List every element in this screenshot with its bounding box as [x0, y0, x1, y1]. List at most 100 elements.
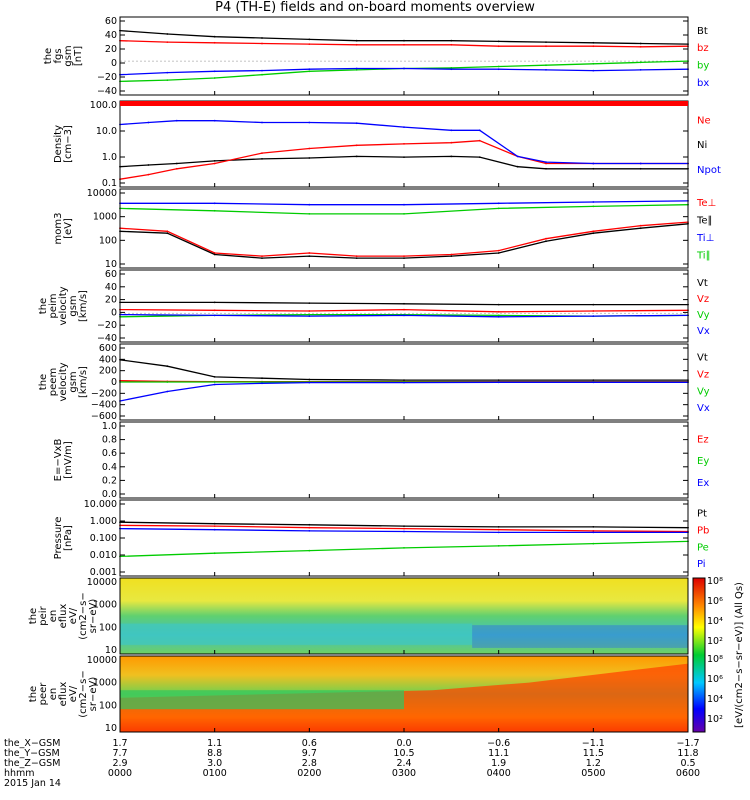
series-line-bz [119, 40, 689, 48]
data-point [355, 255, 358, 257]
x-tick-label: 0100 [203, 768, 227, 779]
data-point [213, 376, 216, 378]
y-tick-label: 0.8 [102, 435, 117, 446]
data-point [213, 301, 216, 304]
data-point [261, 257, 263, 259]
data-point [478, 129, 481, 132]
legend-Ex: Ex [697, 478, 709, 489]
data-point [545, 64, 547, 67]
legend-Vt: Vt [697, 353, 708, 364]
data-point [497, 526, 500, 528]
data-point [545, 161, 547, 164]
data-point [592, 310, 595, 312]
data-point [403, 314, 405, 317]
panel-frame [119, 269, 689, 343]
x-tick-label: 9.7 [302, 748, 317, 759]
data-point [592, 531, 595, 534]
colorbar: 10⁸ 10⁶ 10⁴ 10² 10⁸ 10⁶ 10⁴ 10² [eV/(cm2−s−sr−eV… [692, 576, 745, 733]
panel-9: the peer en eflux eV/(cm2−s− sr−eV) 10000 1000 1… [28, 655, 689, 734]
legend-Vx: Vx [697, 403, 710, 414]
panel-5: the peem velocity gsm [km/s] 6004002000−200−4… [38, 343, 710, 422]
data-point [592, 542, 595, 545]
data-point [592, 230, 595, 233]
panel-frame [119, 421, 689, 499]
data-point [213, 41, 216, 44]
x-tick-label: 0.5 [680, 758, 695, 769]
data-point [213, 77, 216, 79]
y-tick-label: 10000 [87, 655, 117, 666]
data-point [497, 381, 500, 384]
series-line-Ne [119, 140, 688, 180]
data-point [545, 162, 547, 165]
data-point [308, 381, 311, 384]
x-tick-label: 0400 [487, 768, 511, 779]
data-point [261, 37, 263, 39]
y-tick-label: 1000 [93, 678, 117, 689]
data-point [261, 69, 263, 72]
spectrogram-band [472, 625, 688, 648]
data-point [213, 552, 216, 555]
y-tick-label: 10.000 [84, 499, 117, 510]
y-tick-label: 1.0 [102, 421, 117, 432]
panel-5-ylabel: velocity [58, 362, 69, 401]
panel-1-ylabel: fgs [53, 48, 64, 63]
data-point [497, 310, 500, 313]
data-point [355, 69, 358, 71]
data-point [355, 43, 358, 46]
legend-Vx: Vx [697, 326, 710, 337]
y-tick-label: 1.0 [102, 152, 117, 163]
data-point [639, 42, 642, 45]
y-tick-label: 0 [111, 377, 117, 388]
panel-3: mom3 [eV] 10000 1000 100 10 Te⊥ Te∥ Ti⊥ Ti∥ [53, 188, 716, 270]
panel-2-ylabel: [cm−3] [63, 125, 74, 163]
x-tick-label: 0.6 [302, 738, 317, 749]
x-tick-label: −1.1 [582, 738, 605, 749]
y-tick-label: −20 [97, 320, 117, 331]
data-point [450, 255, 453, 257]
x-row-label: the_Y−GSM [4, 748, 60, 759]
panel-8-ylabel: eV/ [68, 607, 79, 624]
data-point [592, 41, 595, 44]
data-point [147, 164, 150, 166]
y-tick-label: 10 [105, 259, 117, 270]
data-point [403, 302, 405, 305]
data-point [261, 152, 263, 155]
data-point [308, 70, 311, 73]
x-tick-label: 3.0 [207, 758, 222, 769]
x-tick-label: 0000 [108, 768, 132, 779]
data-point [545, 41, 547, 43]
data-point [213, 309, 216, 312]
data-point [213, 202, 216, 205]
data-point [166, 381, 169, 383]
data-point [403, 381, 405, 384]
y-tick-label: 1.000 [90, 516, 117, 527]
y-tick-label: 0.4 [102, 462, 117, 473]
y-tick-label: 0.6 [102, 448, 117, 459]
x-tick-label: 11.5 [583, 748, 604, 759]
legend-Ez: Ez [697, 434, 709, 445]
data-point [308, 378, 311, 381]
data-point [497, 68, 500, 71]
data-point [213, 119, 216, 122]
y-tick-label: −40 [97, 333, 117, 344]
data-point [403, 547, 405, 549]
panel-4: the peim velocity gsm [km/s] 60 40 200 −20 −40 Vt V… [38, 269, 710, 344]
y-tick-label: 0.100 [90, 533, 117, 544]
y-tick-label: 0.010 [90, 550, 117, 561]
data-point [592, 530, 595, 532]
y-tick-label: 1000 [93, 600, 117, 611]
legend-Bt: Bt [697, 26, 708, 37]
data-point [403, 257, 405, 259]
data-point [403, 126, 405, 128]
data-point [592, 303, 595, 306]
data-point [403, 379, 405, 381]
data-point [497, 252, 500, 254]
series-line-Vx [119, 381, 688, 402]
y-tick-label: 10 [105, 723, 117, 734]
data-point [403, 308, 405, 311]
data-point [478, 156, 481, 159]
x-tick-label: 0300 [392, 768, 416, 779]
panel-4-ylabel: gsm [68, 295, 79, 316]
data-point [308, 121, 311, 124]
x-tick-label: −1.7 [676, 738, 699, 749]
